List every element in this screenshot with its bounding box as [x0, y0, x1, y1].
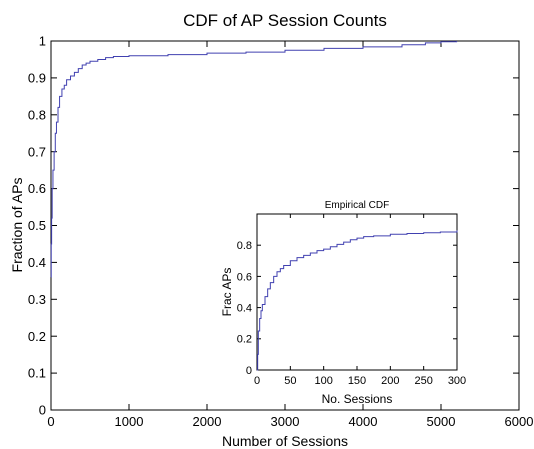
main-y-tick-label: 0.8 [28, 107, 46, 122]
main-y-tick-label: 0.3 [28, 292, 46, 307]
inset-y-tick-label: 0.8 [237, 240, 252, 252]
inset-y-tick-label: 0.6 [237, 271, 252, 283]
main-y-tick-label: 0.9 [28, 70, 46, 85]
main-title: CDF of AP Session Counts [183, 11, 387, 30]
inset-x-tick-label: 0 [254, 375, 260, 387]
inset-x-tick-label: 50 [284, 375, 296, 387]
main-x-tick-label: 3000 [271, 414, 300, 429]
inset-title: Empirical CDF [325, 200, 389, 211]
main-x-tick-label: 6000 [505, 414, 534, 429]
inset-x-label: No. Sessions [322, 392, 393, 406]
inset-y-tick-label: 0.4 [237, 302, 252, 314]
main-x-tick-label: 0 [47, 414, 54, 429]
main-x-label: Number of Sessions [222, 433, 348, 449]
main-x-tick-label: 4000 [349, 414, 378, 429]
main-y-tick-label: 0.6 [28, 181, 46, 196]
inset-x-tick-label: 200 [381, 375, 399, 387]
main-x-tick-label: 1000 [115, 414, 144, 429]
inset-x-tick-label: 300 [448, 375, 466, 387]
inset-x-tick-label: 150 [348, 375, 366, 387]
inset-x-tick-label: 100 [314, 375, 332, 387]
main-y-tick-label: 1 [39, 34, 46, 49]
main-y-tick-label: 0.5 [28, 218, 46, 233]
main-y-tick-label: 0.7 [28, 144, 46, 159]
inset-x-tick-label: 250 [414, 375, 432, 387]
inset-tick-group: 0 50 100 150 200 250 300 0 0.2 0.4 0.6 0.8 [237, 214, 466, 387]
main-y-tick-label: 0.1 [28, 366, 46, 381]
main-cdf-line [50, 41, 458, 278]
inset-y-label: Frac APs [220, 268, 234, 317]
inset-cdf-line [257, 230, 458, 371]
main-y-tick-label: 0 [39, 403, 46, 418]
main-y-tick-label: 0.2 [28, 329, 46, 344]
inset-y-tick-label: 0.2 [237, 334, 252, 346]
inset-y-tick-label: 0 [246, 365, 252, 377]
main-y-label: Fraction of APs [9, 178, 25, 273]
main-x-tick-label: 5000 [427, 414, 456, 429]
main-y-tick-label: 0.4 [28, 255, 46, 270]
main-x-tick-label: 2000 [193, 414, 222, 429]
main-tick-group: 0 1000 2000 3000 4000 5000 600000.10.20.30.40.… [28, 34, 534, 429]
inset-plot-frame [256, 213, 458, 371]
